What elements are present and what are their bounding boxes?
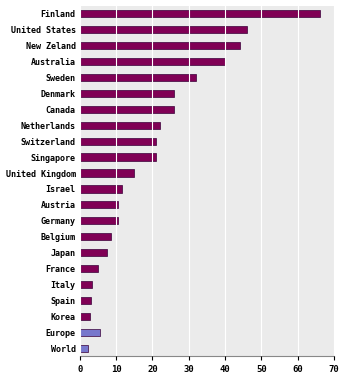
Bar (80, 101, 334, 117)
Bar (80, 293, 334, 309)
Bar (80, 309, 334, 325)
Bar (80, 165, 334, 181)
Bar (80, 201, 118, 209)
Bar (80, 281, 92, 288)
Bar (80, 197, 334, 213)
Bar (80, 38, 334, 54)
Bar (80, 185, 121, 193)
Bar (80, 138, 156, 145)
Bar (80, 122, 160, 129)
Bar (80, 85, 334, 101)
Bar (80, 340, 334, 356)
Bar (80, 26, 247, 33)
Bar (80, 90, 174, 97)
Bar (80, 117, 334, 133)
Bar (80, 74, 196, 81)
Bar (80, 133, 334, 149)
Bar (80, 325, 334, 340)
Bar (80, 265, 98, 272)
Bar (80, 345, 88, 352)
Bar (80, 261, 334, 277)
Bar (80, 54, 334, 69)
Bar (80, 277, 334, 293)
Bar (80, 149, 334, 165)
Bar (80, 58, 225, 65)
Bar (80, 154, 156, 161)
Bar (80, 213, 334, 229)
Bar (80, 329, 100, 336)
Bar (80, 217, 118, 225)
Bar (80, 233, 111, 241)
Bar (80, 229, 334, 245)
Bar (80, 297, 91, 304)
Bar (80, 10, 319, 17)
Bar (80, 6, 334, 22)
Bar (80, 42, 239, 49)
Bar (80, 313, 90, 320)
Bar (80, 106, 174, 113)
Bar (80, 169, 134, 177)
Bar (80, 22, 334, 38)
Bar (80, 245, 334, 261)
Bar (80, 69, 334, 85)
Bar (80, 181, 334, 197)
Bar (80, 249, 107, 256)
